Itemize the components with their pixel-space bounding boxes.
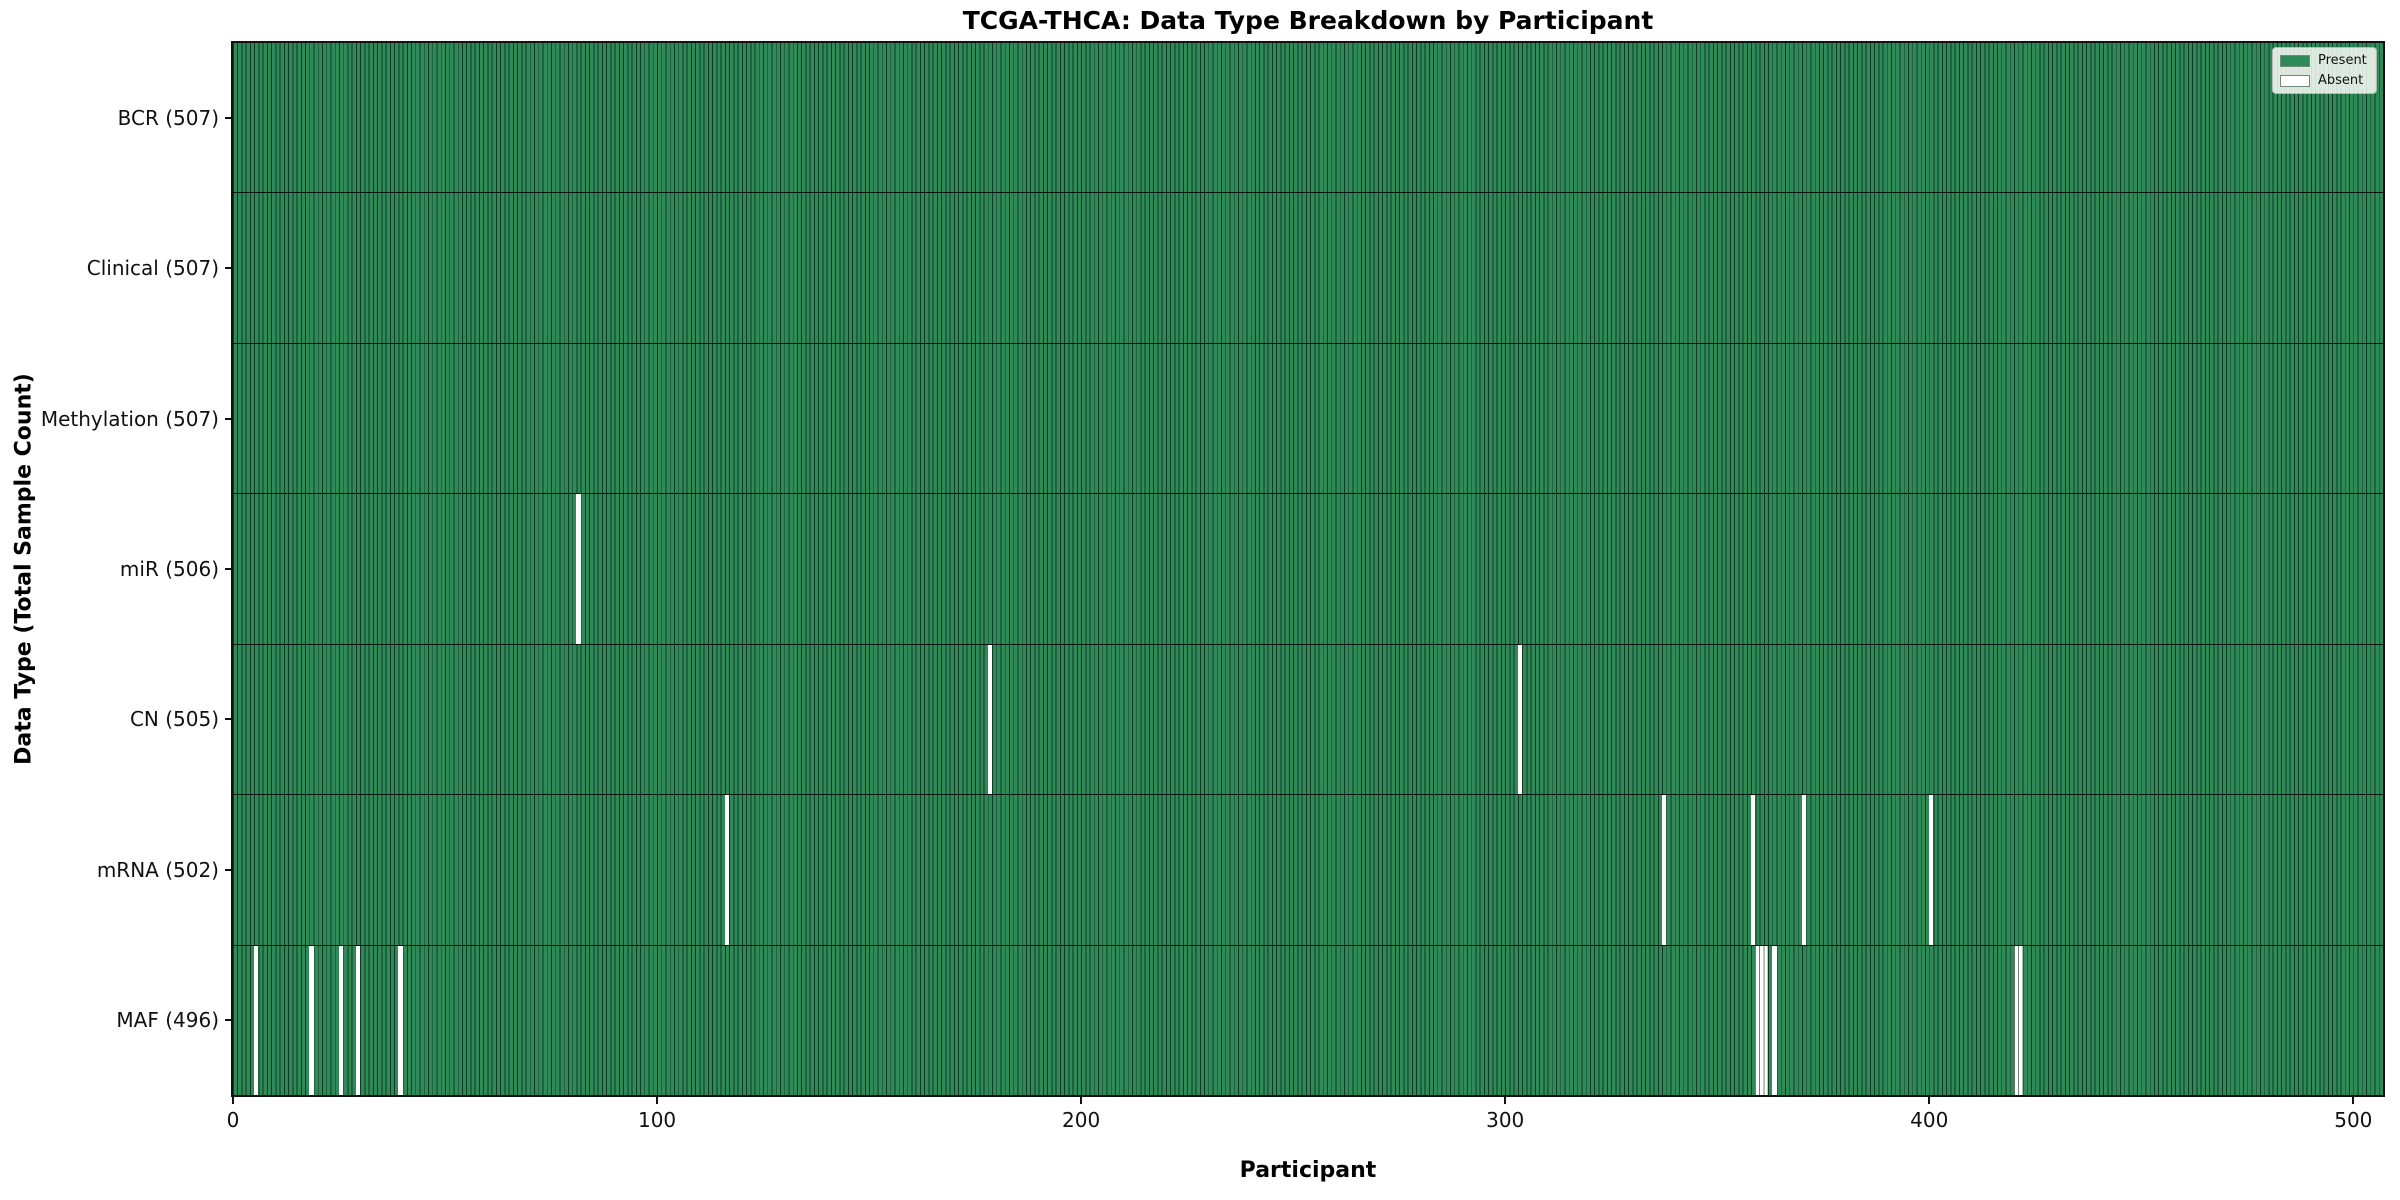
y-tick-label: Methylation (507) [40, 406, 219, 431]
y-tick-mark [225, 417, 233, 420]
x-tick-label: 100 [637, 1108, 677, 1132]
absent-gap [1802, 795, 1807, 945]
absent-gap [2014, 945, 2023, 1095]
absent-gap [724, 795, 730, 945]
matrix-row-cn [233, 643, 2383, 795]
x-tick-label: 400 [1910, 1108, 1949, 1132]
legend-item-absent: Absent [2280, 73, 2367, 88]
y-tick-mark [225, 568, 233, 570]
absent-gap [309, 945, 314, 1095]
x-tick-mark [232, 1095, 234, 1104]
legend-swatch-absent [2280, 74, 2310, 87]
x-tick-label: 500 [2334, 1108, 2373, 1132]
y-tick-mark [225, 1018, 233, 1021]
absent-gap [1751, 795, 1756, 945]
y-tick-mark [225, 267, 233, 270]
legend-item-present: Present [2280, 53, 2367, 68]
y-tick-mark [225, 868, 233, 871]
y-tick-label: CN (505) [129, 707, 219, 732]
legend: Present Absent [2272, 47, 2377, 94]
absent-gap [254, 945, 259, 1095]
y-tick-label: miR (506) [119, 557, 219, 581]
x-tick-label: 0 [226, 1108, 240, 1132]
matrix-row-methylation [233, 342, 2383, 494]
chart-title: TCGA-THCA: Data Type Breakdown by Partic… [962, 6, 1654, 35]
absent-gap [1755, 945, 1769, 1095]
matrix-row-bcr [233, 43, 2383, 193]
absent-gap [987, 644, 993, 795]
absent-gap [398, 945, 403, 1095]
x-tick-mark [1080, 1095, 1083, 1104]
y-tick-mark [225, 117, 233, 120]
y-tick-label: BCR (507) [117, 106, 219, 131]
absent-gap [1662, 795, 1667, 945]
matrix-row-clinical [233, 192, 2383, 343]
absent-gap [1772, 945, 1777, 1095]
x-tick-label: 200 [1062, 1108, 1101, 1132]
absent-gap [576, 494, 581, 644]
absent-gap [355, 945, 361, 1095]
legend-label: Present [2318, 53, 2367, 68]
plot-area [233, 43, 2383, 1095]
y-tick-label: MAF (496) [116, 1007, 219, 1032]
absent-gap [339, 945, 344, 1095]
matrix-row-maf [233, 944, 2383, 1095]
absent-gap [1929, 795, 1934, 945]
x-tick-mark [1928, 1095, 1931, 1104]
y-tick-label: mRNA (502) [96, 857, 219, 882]
x-tick-mark [2352, 1095, 2355, 1104]
y-tick-label: Clinical (507) [86, 256, 219, 281]
x-tick-mark [1504, 1095, 1507, 1104]
legend-swatch-present [2280, 54, 2310, 67]
y-tick-mark [225, 718, 233, 721]
x-tick-mark [656, 1095, 659, 1104]
x-axis-label: Participant [1239, 1158, 1377, 1183]
matrix-row-mir [233, 493, 2383, 644]
matrix-row-mrna [233, 794, 2383, 945]
legend-label: Absent [2318, 73, 2364, 88]
absent-gap [1517, 644, 1523, 795]
x-tick-label: 300 [1486, 1108, 1525, 1132]
